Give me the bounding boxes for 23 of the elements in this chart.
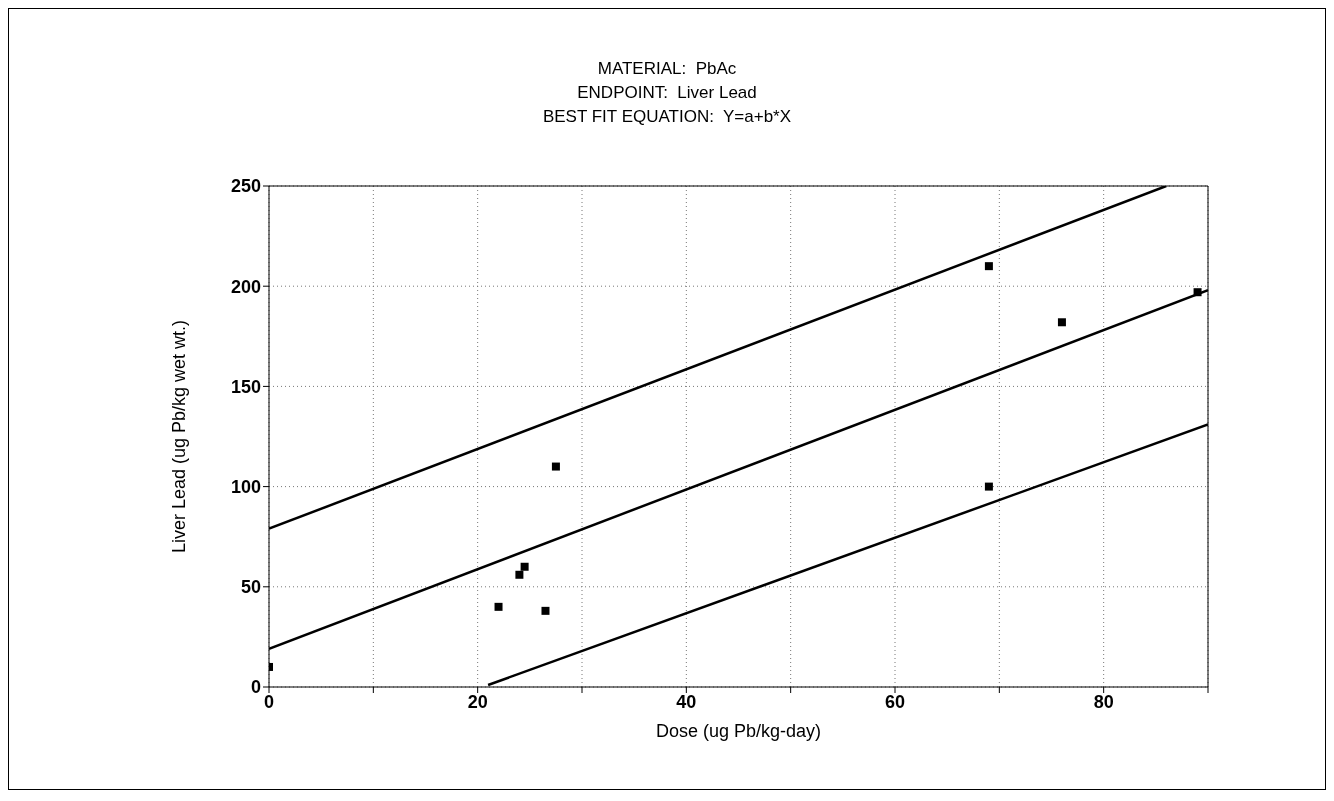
point [520,562,529,571]
x-tick-label: 0 [263,691,275,712]
point [515,570,524,579]
y-tick-label: 100 [230,476,261,497]
point [541,606,550,615]
y-tick-label: 150 [230,376,261,397]
x-tick-label: 80 [1093,691,1114,712]
chart-title: MATERIAL: PbAc ENDPOINT: Liver Lead BEST FIT EQUATION: Y=a+b*X [541,58,793,128]
y-axis-title: Liver Lead (ug Pb/kg wet wt.) [169,319,190,554]
y-tick-label: 250 [230,176,261,197]
point [1057,318,1066,327]
y-tick-label: 0 [250,677,261,698]
point [551,462,560,471]
x-tick-label: 60 [884,691,906,712]
point [984,482,993,491]
x-axis-title: Dose (ug Pb/kg-day) [655,721,822,741]
point [494,602,503,611]
x-tick-label: 40 [676,691,697,712]
point [984,262,993,271]
y-tick-label: 50 [240,577,261,598]
point [1193,288,1202,297]
x-tick-label: 20 [467,691,488,712]
y-tick-label: 200 [230,276,261,297]
